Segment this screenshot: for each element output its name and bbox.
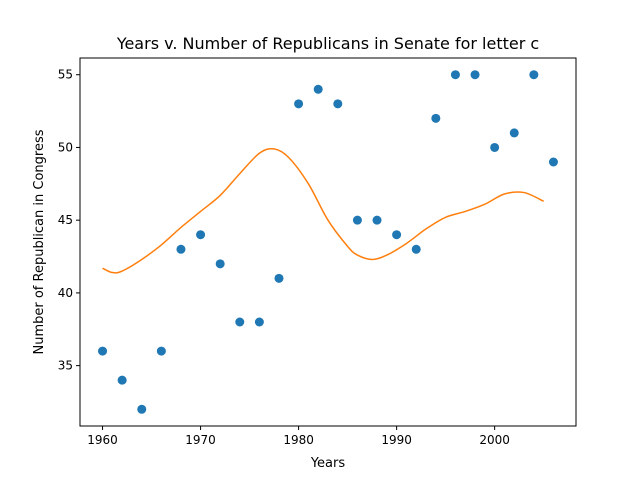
x-tick-label: 2000	[479, 433, 510, 447]
data-point	[392, 230, 402, 240]
data-point	[137, 404, 147, 414]
data-point	[156, 346, 166, 356]
plot-area	[98, 70, 558, 414]
data-point	[548, 157, 558, 167]
x-tick-label: 1980	[283, 433, 314, 447]
x-axis-label: Years	[310, 456, 346, 471]
data-point	[274, 273, 284, 283]
data-point	[176, 244, 186, 254]
data-point	[352, 215, 362, 225]
data-point	[215, 259, 225, 269]
x-axis: 1960 1970 1980 1990 2000	[87, 426, 510, 447]
x-tick-label: 1990	[381, 433, 412, 447]
x-tick-label: 1970	[185, 433, 216, 447]
data-point	[490, 142, 500, 152]
axes-frame	[79, 57, 577, 427]
y-tick-label: 35	[58, 359, 73, 373]
y-axis: 35 40 45 50 55	[58, 68, 80, 373]
data-point	[117, 375, 127, 385]
chart-title: Years v. Number of Republicans in Senate…	[116, 34, 539, 53]
data-point	[470, 70, 480, 80]
y-tick-label: 45	[58, 213, 73, 227]
data-point	[411, 244, 421, 254]
data-point	[313, 84, 323, 94]
data-point	[196, 230, 206, 240]
data-point	[450, 70, 460, 80]
y-tick-label: 40	[58, 286, 73, 300]
fit-line	[102, 147, 544, 274]
data-point	[254, 317, 264, 327]
data-point	[235, 317, 245, 327]
y-tick-label: 55	[58, 68, 73, 82]
data-point	[431, 113, 441, 123]
x-tick-label: 1960	[87, 433, 118, 447]
data-point	[98, 346, 108, 356]
y-tick-label: 50	[58, 140, 73, 154]
y-axis-label: Number of Republican in Congress	[32, 129, 47, 354]
data-point	[333, 99, 343, 109]
data-point	[529, 70, 539, 80]
data-point	[294, 99, 304, 109]
data-point	[372, 215, 382, 225]
data-point	[509, 128, 519, 138]
